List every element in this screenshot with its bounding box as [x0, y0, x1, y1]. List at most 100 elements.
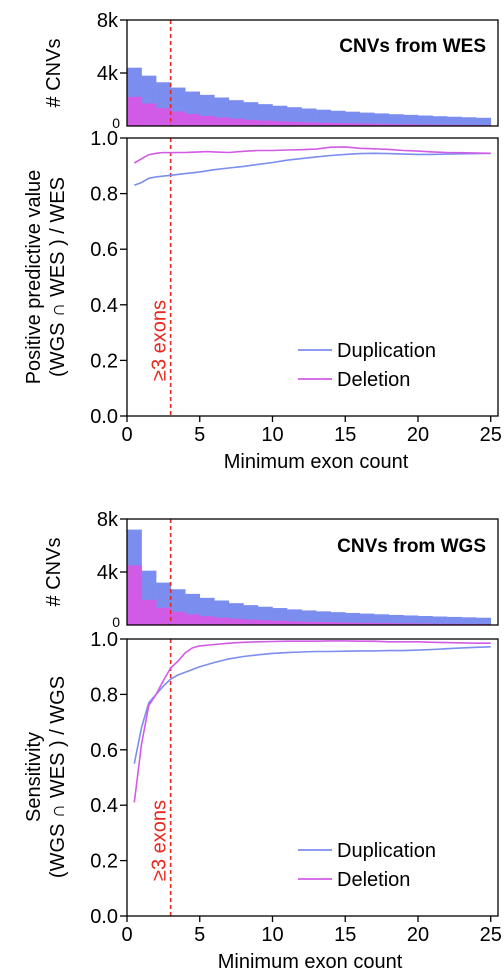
wgs-sensitivity-x-tick-label: 0	[121, 924, 132, 946]
wgs-histogram-bar-deletion	[359, 622, 375, 625]
wgs-histogram-bar-deletion	[185, 614, 201, 625]
wgs-histogram-bar-duplication	[476, 617, 492, 625]
wes-histogram-bar-deletion	[417, 124, 433, 126]
wes-ppv-legend: Duplication Deletion	[298, 340, 436, 391]
wgs-histogram-bar-deletion	[432, 623, 448, 625]
wes-histogram-bar-deletion	[330, 123, 346, 126]
wes-ppv-lines: ≥3 exons	[133, 138, 491, 416]
wes-histogram-bar-duplication	[272, 105, 288, 126]
wgs-sensitivity-legend: Duplication Deletion	[298, 840, 436, 891]
wes-histogram-y-axis: 0 4k 8k	[97, 10, 127, 131]
wgs-histogram-ylabel: # CNVs	[43, 538, 65, 607]
wes-histogram-bar-deletion	[127, 96, 142, 126]
wgs-histogram-y-tick-label: 8k	[97, 509, 119, 531]
wes-ppv-threshold-label: ≥3 exons	[149, 300, 171, 381]
wgs-histogram-bar-duplication	[461, 617, 477, 625]
wes-histogram-y-tick-label: 8k	[97, 10, 119, 32]
wes-histogram-bar-deletion	[214, 117, 230, 126]
wes-histogram-bar-duplication	[388, 114, 404, 126]
wgs-histogram-bar-duplication	[301, 610, 317, 625]
wes-ppv-y-tick-label: 1.0	[90, 128, 118, 150]
wes-histogram-bar-deletion	[257, 120, 273, 126]
wes-ppv-legend-label-duplication: Duplication	[337, 340, 436, 362]
wes-ppv-ylabel-line1: Positive predictive value	[23, 170, 45, 385]
wes-histogram-bar-deletion	[345, 123, 361, 126]
wes-histogram-bar-deletion	[301, 122, 317, 126]
wes-histogram-bar-deletion	[156, 108, 171, 126]
wgs-histogram-bar-deletion	[374, 623, 390, 625]
wgs-histogram-bar-duplication	[316, 611, 331, 625]
wes-histogram-bar-duplication	[330, 110, 346, 126]
wes-histogram-bar-deletion	[141, 103, 157, 126]
wgs-histogram-y-tick-label: 4k	[97, 562, 119, 584]
wes-histogram-panel: CNVs from WES # CNVs 0 4k 8k	[43, 10, 499, 131]
wgs-histogram-bar-duplication	[345, 612, 361, 625]
wes-ppv-y-tick-label: 0.8	[90, 184, 118, 206]
wes-histogram-bar-deletion	[199, 115, 215, 126]
wes-histogram-bar-deletion	[272, 121, 288, 126]
wgs-sensitivity-y-axis: 0.0 0.2 0.4 0.6 0.8 1.0	[90, 629, 127, 928]
wes-ppv-x-tick-label: 15	[334, 424, 356, 446]
wgs-histogram-bar-deletion	[228, 618, 244, 625]
wes-histogram-bar-duplication	[287, 107, 302, 126]
wgs-histogram-bar-duplication	[287, 609, 302, 625]
wes-histogram-bar-deletion	[432, 124, 448, 126]
wgs-histogram-bar-duplication	[432, 616, 448, 625]
wgs-sensitivity-x-tick-label: 10	[261, 924, 283, 946]
wgs-sensitivity-xlabel: Minimum exon count	[218, 951, 403, 973]
wgs-sensitivity-ylabel-line1: Sensitivity	[23, 732, 45, 822]
wgs-histogram-bar-deletion	[403, 623, 419, 625]
wes-ppv-legend-label-deletion: Deletion	[337, 369, 410, 391]
wes-ppv-x-tick-label: 25	[480, 424, 502, 446]
wgs-sensitivity-ylabel-line2: (WGS ∩ WES ) / WGS	[47, 676, 69, 878]
wgs-sensitivity-y-tick-label: 0.8	[90, 684, 118, 706]
wes-histogram-y-tick-label: 0	[112, 115, 120, 131]
wgs-histogram-bar-deletion	[257, 620, 273, 625]
wes-histogram-bar-deletion	[374, 123, 390, 126]
wes-ppv-panel: ≥3 exons Positive predictive value (WGS …	[23, 128, 502, 473]
wgs-histogram-bar-deletion	[345, 622, 361, 625]
wgs-sensitivity-line-duplication	[133, 646, 491, 764]
wes-ppv-y-tick-label: 0.0	[90, 406, 118, 428]
wgs-sensitivity-x-tick-label: 15	[334, 924, 356, 946]
wes-ppv-x-tick-label: 0	[121, 424, 132, 446]
wes-ppv-line-duplication	[134, 152, 491, 187]
wes-ppv-line-deletion	[133, 146, 491, 164]
wes-histogram-bar-deletion	[359, 123, 375, 126]
wgs-sensitivity-frame	[126, 638, 499, 917]
wgs-histogram-bar-deletion	[316, 622, 331, 625]
wes-histogram-bar-deletion	[403, 124, 419, 126]
wes-histogram-bar-duplication	[447, 116, 462, 126]
wgs-histogram-panel: CNVs from WGS # CNVs 0 4k 8k	[43, 509, 499, 630]
wgs-histogram-bars	[127, 519, 492, 625]
wes-histogram-bar-duplication	[476, 117, 492, 126]
wes-histogram-bar-duplication	[257, 104, 273, 126]
wes-histogram-bar-duplication	[316, 109, 331, 126]
wes-histogram-bar-deletion	[243, 119, 259, 126]
wes-histogram-bars	[127, 20, 492, 126]
wgs-histogram-bar-deletion	[199, 616, 215, 625]
wgs-histogram-bar-duplication	[374, 614, 390, 625]
wes-histogram-bar-duplication	[345, 111, 361, 126]
wgs-histogram-title: CNVs from WGS	[337, 536, 486, 557]
wes-ppv-x-tick-label: 20	[407, 424, 429, 446]
wgs-sensitivity-y-tick-label: 0.0	[90, 906, 118, 928]
wes-histogram-bar-duplication	[403, 114, 419, 126]
wgs-histogram-bar-deletion	[301, 621, 317, 625]
wgs-histogram-bar-deletion	[272, 620, 288, 625]
wes-histogram-y-tick-label: 4k	[97, 63, 119, 85]
wgs-sensitivity-x-tick-label: 25	[480, 924, 502, 946]
wes-histogram-bar-deletion	[170, 111, 186, 126]
wgs-histogram-bar-deletion	[243, 619, 259, 625]
wes-histogram-bar-duplication	[461, 117, 477, 126]
wes-ppv-x-tick-label: 5	[194, 424, 205, 446]
wgs-histogram-bar-deletion	[417, 623, 433, 625]
wgs-sensitivity-legend-label-duplication: Duplication	[337, 840, 436, 862]
wgs-sensitivity-y-tick-label: 0.4	[90, 795, 118, 817]
wgs-histogram-bar-duplication	[403, 615, 419, 625]
wgs-sensitivity-line-deletion	[133, 640, 491, 803]
wgs-sensitivity-panel: ≥3 exons Sensitivity (WGS ∩ WES ) / WGS …	[23, 629, 502, 973]
wes-histogram-ylabel: # CNVs	[43, 39, 65, 108]
wgs-sensitivity-threshold-label: ≥3 exons	[149, 800, 171, 881]
